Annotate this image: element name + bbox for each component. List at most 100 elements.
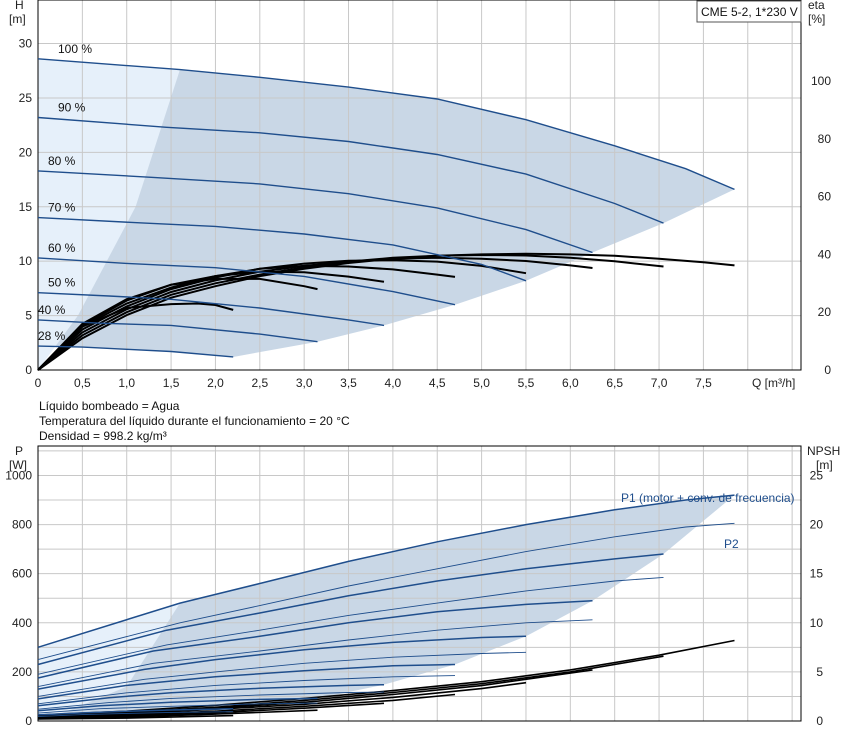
liquid-info: Líquido bombeado = Agua Temperatura del … — [39, 399, 350, 443]
y-left-tick-label: 0 — [25, 363, 32, 377]
head-curve — [37, 319, 318, 343]
power-area — [38, 495, 735, 715]
p1-curve — [37, 599, 593, 679]
plot-frame — [37, 0, 802, 371]
info-line-temperature: Temperatura del líquido durante el funci… — [39, 414, 350, 428]
y-left-unit: [W] — [9, 458, 27, 472]
head-curve-label: 90 % — [58, 101, 86, 115]
x-tick-label: 6,5 — [606, 376, 623, 390]
x-tick-label: 2,0 — [207, 376, 224, 390]
head-curve — [37, 170, 593, 254]
operating-area-layer — [38, 58, 735, 370]
y-left-tick-label: 200 — [12, 665, 32, 679]
y-left-tick-label: 25 — [19, 91, 33, 105]
head-curve-label: 40 % — [38, 303, 66, 317]
head-curve-label: 70 % — [48, 201, 76, 215]
x-tick-label: 1,5 — [163, 376, 180, 390]
y-left-tick-label: 5 — [25, 309, 32, 323]
plot-frame — [37, 445, 802, 722]
p2-curve — [37, 702, 318, 714]
y-right-label: NPSH — [807, 444, 840, 458]
y-right-tick-label: 10 — [810, 616, 824, 630]
p2-curve — [37, 619, 593, 688]
head-curve — [37, 216, 527, 282]
y-left-unit: [m] — [9, 12, 26, 26]
x-tick-label: 4,0 — [385, 376, 402, 390]
head-curve — [37, 292, 385, 327]
head-curve-label: 100 % — [58, 42, 92, 56]
p2-curve — [37, 522, 735, 661]
y-left-label: P — [15, 444, 23, 458]
p1-curve — [37, 494, 735, 649]
x-tick-label: 0,5 — [74, 376, 91, 390]
x-tick-label: 7,5 — [695, 376, 712, 390]
y-left-tick-label: 0 — [25, 714, 32, 728]
grid-layer — [37, 0, 802, 371]
p2-curve — [37, 691, 385, 710]
npsh-curve — [37, 639, 735, 716]
y-left-label: H — [15, 0, 24, 12]
efficiency-curve — [37, 270, 385, 371]
head-curve-label: 28 % — [38, 329, 66, 343]
y-left-tick-label: 400 — [12, 616, 32, 630]
head-curve-label: 60 % — [48, 241, 76, 255]
p1-curve — [37, 663, 456, 700]
y-left-tick-label: 1000 — [5, 468, 32, 482]
efficiency-curve — [37, 302, 234, 371]
y-right-tick-label: 80 — [818, 132, 832, 146]
p2-curve — [37, 576, 664, 675]
x-tick-label: 4,5 — [429, 376, 446, 390]
efficiency-curves-layer — [37, 252, 735, 371]
y-right-tick-label: 5 — [816, 665, 823, 679]
y-right-tick-label: 60 — [818, 190, 832, 204]
npsh-curve — [37, 693, 456, 719]
head-curve-label: 50 % — [48, 276, 76, 290]
curve-labels-layer: 100 % 90 % 80 % 70 % 60 % 50 % 40 % 28 % — [38, 42, 92, 343]
tick-labels-layer: 0 200 400 600 800 1000 0 5 10 15 20 25 — [5, 468, 823, 728]
y-right-tick-label: 0 — [824, 363, 831, 377]
efficiency-curve — [37, 277, 318, 371]
model-label: CME 5-2, 1*230 V — [701, 5, 798, 19]
power-npsh-panel: 0 200 400 600 800 1000 0 5 10 15 20 25 P [W] NPSH [… — [5, 444, 840, 728]
efficiency-curve — [37, 264, 456, 371]
model-box — [696, 0, 802, 23]
npsh-curve — [37, 714, 234, 720]
operating-area — [38, 58, 735, 357]
head-curve — [37, 58, 735, 191]
y-right-tick-label: 0 — [816, 714, 823, 728]
y-right-tick-label: 15 — [810, 567, 824, 581]
y-right-unit: [m] — [816, 458, 833, 472]
p2-curve — [37, 675, 456, 705]
y-left-tick-label: 10 — [19, 254, 33, 268]
p1-curve — [37, 707, 234, 716]
y-left-tick-label: 15 — [19, 200, 33, 214]
head-efficiency-panel: 0 0,5 1,0 1,5 2,0 2,5 3,0 3,5 4,0 4,5 5,0 5,5 6,0 6,5… — [9, 0, 831, 390]
head-curve-label: 80 % — [48, 154, 76, 168]
info-line-density: Densidad = 998.2 kg/m³ — [39, 429, 167, 443]
x-tick-label: 0 — [35, 376, 42, 390]
y-right-tick-label: 25 — [810, 468, 824, 482]
tick-labels-layer: 0 0,5 1,0 1,5 2,0 2,5 3,0 3,5 4,0 4,5 5,0 5,5 6,0 6,5… — [19, 37, 832, 390]
head-curves-layer — [37, 58, 735, 358]
y-right-tick-label: 20 — [810, 518, 824, 532]
x-axis-unit: Q [m³/h] — [752, 376, 795, 390]
info-line-liquid: Líquido bombeado = Agua — [39, 399, 180, 413]
p1-curve — [37, 697, 318, 712]
p1-curve — [37, 553, 664, 666]
head-curve — [37, 345, 234, 358]
p2-series-label: P2 — [724, 537, 739, 551]
y-left-tick-label: 800 — [12, 518, 32, 532]
p1-curves-layer — [37, 494, 735, 716]
y-left-tick-label: 30 — [19, 37, 33, 51]
x-tick-label: 1,0 — [118, 376, 135, 390]
x-tick-label: 2,5 — [251, 376, 268, 390]
y-right-label: eta — [808, 0, 825, 12]
x-tick-label: 5,5 — [518, 376, 535, 390]
npsh-curve — [37, 681, 527, 718]
y-right-tick-label: 20 — [818, 305, 832, 319]
x-tick-label: 7,0 — [651, 376, 668, 390]
p1-curve — [37, 635, 527, 690]
x-tick-label: 3,5 — [340, 376, 357, 390]
grid-layer — [37, 445, 802, 722]
